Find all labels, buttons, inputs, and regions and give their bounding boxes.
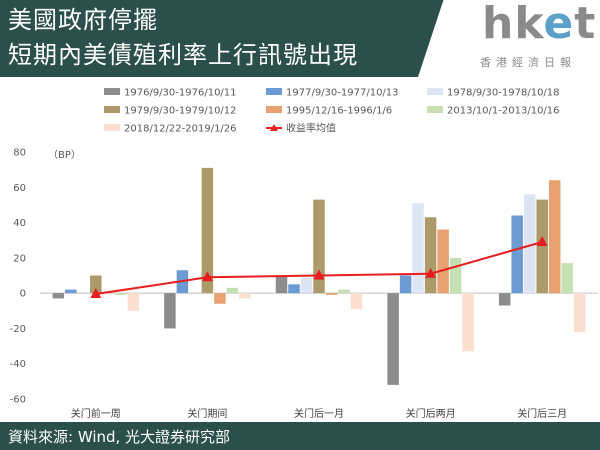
- bar: [511, 215, 523, 294]
- bar: [561, 263, 573, 294]
- legend-label: 1978/9/30-1978/10/18: [447, 88, 560, 99]
- footer-bar: 資料來源: Wind, 光大證券研究部: [0, 422, 600, 450]
- bar: [387, 293, 399, 385]
- bar: [350, 293, 363, 310]
- legend-swatch: [266, 106, 282, 113]
- y-tick-label: -20: [10, 324, 26, 335]
- bar: [424, 217, 437, 294]
- source-note: 資料來源: Wind, 光大證券研究部: [8, 428, 231, 446]
- legend-marker: [270, 124, 278, 131]
- hket-logo: hket 香港經濟日報: [418, 0, 600, 77]
- bar: [412, 203, 424, 294]
- legend-label: 1976/9/30-1976/10/11: [124, 88, 237, 99]
- y-tick-label: 60: [13, 183, 26, 194]
- x-category-label: 关门期间: [187, 407, 227, 420]
- legend-label: 1977/9/30-1977/10/13: [286, 88, 399, 99]
- average-yield-marker: [313, 269, 325, 280]
- average-yield-marker: [425, 267, 437, 278]
- logo-text-main: hket: [482, 0, 597, 49]
- bar: [536, 199, 548, 294]
- y-tick-label: 20: [13, 253, 26, 264]
- bar: [300, 277, 313, 294]
- bar: [275, 275, 288, 294]
- bar: [313, 199, 325, 294]
- bar: [115, 293, 127, 295]
- legend-swatch: [104, 106, 120, 113]
- bar: [127, 293, 140, 311]
- bar: [523, 194, 536, 294]
- yield-change-chart: 1976/9/30-1976/10/11 1977/9/30-1977/10/13…: [10, 88, 598, 420]
- bar: [498, 293, 511, 306]
- bar: [65, 289, 77, 294]
- bar: [239, 293, 251, 299]
- average-yield-marker: [90, 288, 102, 299]
- bar: [437, 229, 449, 294]
- x-category-label: 关门后三月: [517, 407, 567, 420]
- average-yield-marker: [536, 235, 548, 246]
- y-tick-label: 80: [13, 148, 26, 159]
- x-category-label: 关门后两月: [406, 407, 456, 420]
- y-tick-label: -40: [10, 359, 26, 370]
- legend-swatch: [427, 88, 443, 95]
- bar: [573, 293, 586, 332]
- bar: [226, 287, 239, 294]
- y-tick-label: 40: [13, 218, 26, 229]
- bar: [449, 257, 462, 294]
- bar: [288, 284, 300, 294]
- legend-label: 2013/10/1-2013/10/16: [447, 106, 560, 117]
- bar: [338, 289, 350, 294]
- bar: [548, 180, 561, 294]
- bar: [462, 293, 474, 352]
- legend-label: 2018/12/22-2019/1/26: [124, 124, 237, 135]
- legend-label: 1995/12/16-1996/1/6: [286, 106, 392, 117]
- bar: [325, 293, 338, 295]
- x-category-label: 关门后一月: [294, 407, 344, 420]
- legend-label: 1979/9/30-1979/10/12: [124, 106, 237, 117]
- logo-text-sub: 香港經濟日報: [480, 56, 576, 69]
- x-category-label: 关门前一周: [71, 407, 121, 420]
- legend-swatch: [104, 88, 120, 95]
- bar: [214, 293, 226, 304]
- y-unit-label: （BP）: [48, 149, 81, 161]
- bar: [90, 275, 102, 294]
- legend-swatch: [266, 88, 282, 95]
- headline-line-1: 美國政府停擺: [8, 6, 158, 34]
- legend-swatch: [104, 124, 120, 131]
- y-tick-label: -60: [10, 395, 26, 406]
- bar: [164, 293, 176, 329]
- legend-label: 收益率均值: [286, 122, 336, 135]
- bar: [399, 275, 412, 294]
- y-tick-label: 0: [20, 289, 26, 300]
- bar: [201, 167, 214, 294]
- headline-line-2: 短期內美債殖利率上行訊號出現: [8, 41, 358, 69]
- header-banner: 美國政府停擺 短期內美債殖利率上行訊號出現 hket 香港經濟日報: [0, 0, 600, 77]
- average-yield-marker: [201, 271, 213, 282]
- legend-swatch: [427, 106, 443, 113]
- bar: [52, 293, 65, 299]
